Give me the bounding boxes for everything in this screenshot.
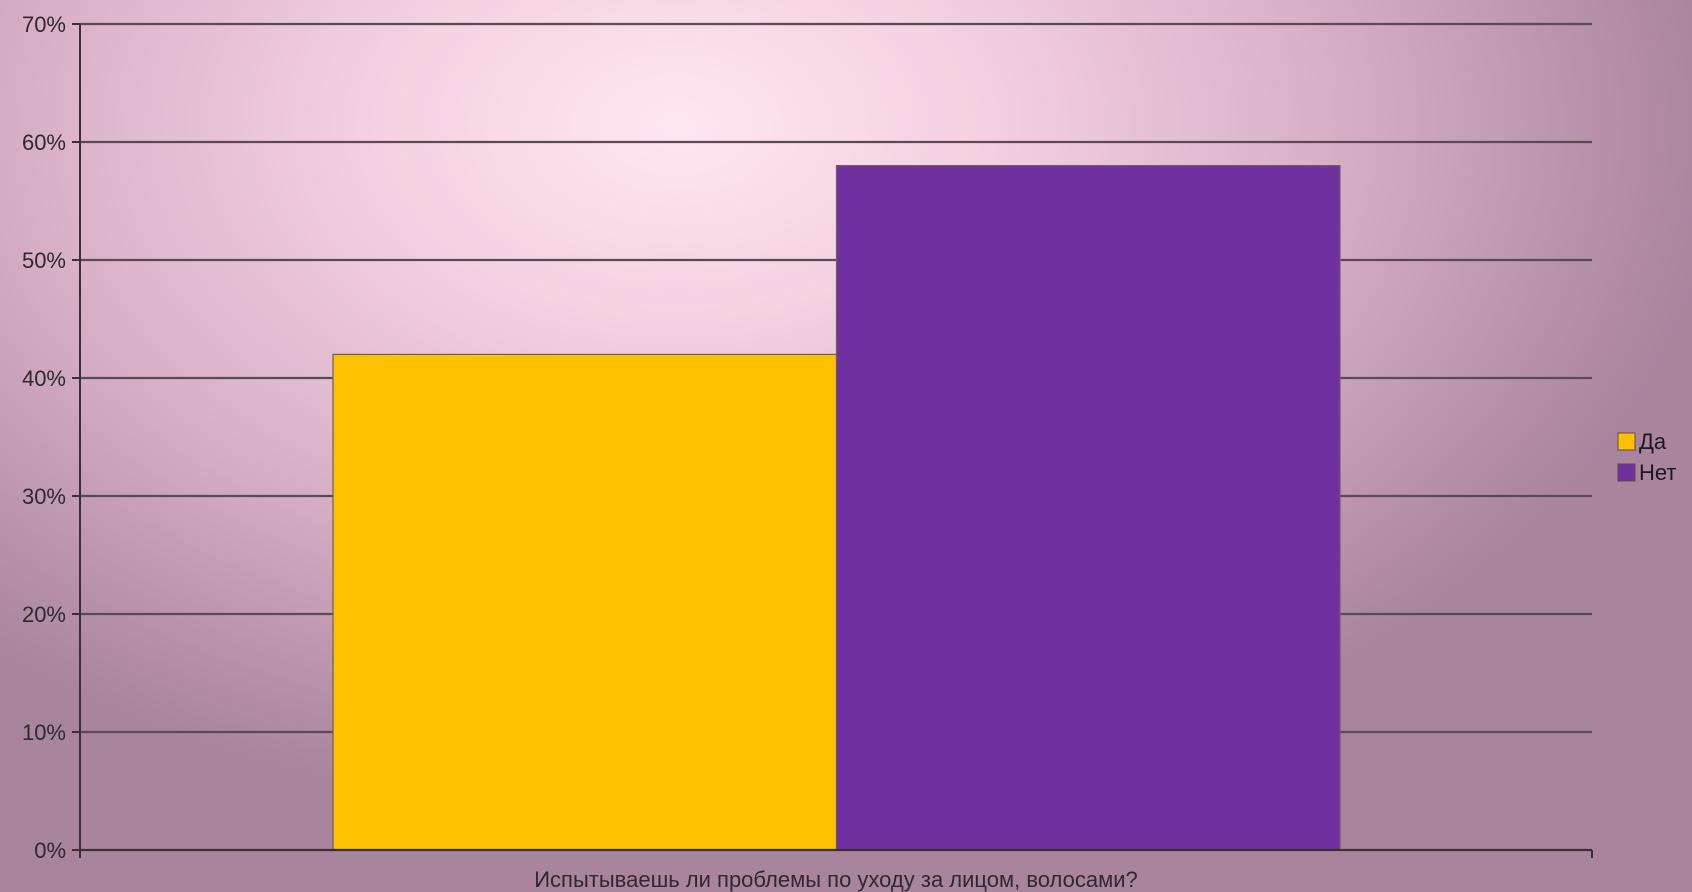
y-tick-label: 60% (22, 130, 66, 155)
y-tick-label: 40% (22, 366, 66, 391)
y-tick-label: 10% (22, 720, 66, 745)
legend-label: Да (1639, 429, 1667, 454)
bar-Нет (835, 165, 1341, 851)
y-tick-label: 0% (34, 838, 66, 863)
bar-Да (332, 353, 838, 851)
legend-swatch-Нет (1617, 463, 1636, 482)
y-tick-label: 20% (22, 602, 66, 627)
y-tick-label: 70% (22, 12, 66, 37)
y-tick-label: 50% (22, 248, 66, 273)
legend: Да Нет (1617, 429, 1676, 485)
y-tick-labels: 0% 10% 20% 30% 40% 50% 60% 70% (22, 12, 66, 863)
legend-label: Нет (1639, 460, 1676, 485)
bars (332, 165, 1341, 851)
x-category-label: Испытываешь ли проблемы по уходу за лицо… (534, 867, 1138, 892)
axes (72, 23, 1593, 858)
x-category-labels: Испытываешь ли проблемы по уходу за лицо… (534, 867, 1138, 892)
legend-swatch-Да (1617, 432, 1636, 451)
y-tick-label: 30% (22, 484, 66, 509)
